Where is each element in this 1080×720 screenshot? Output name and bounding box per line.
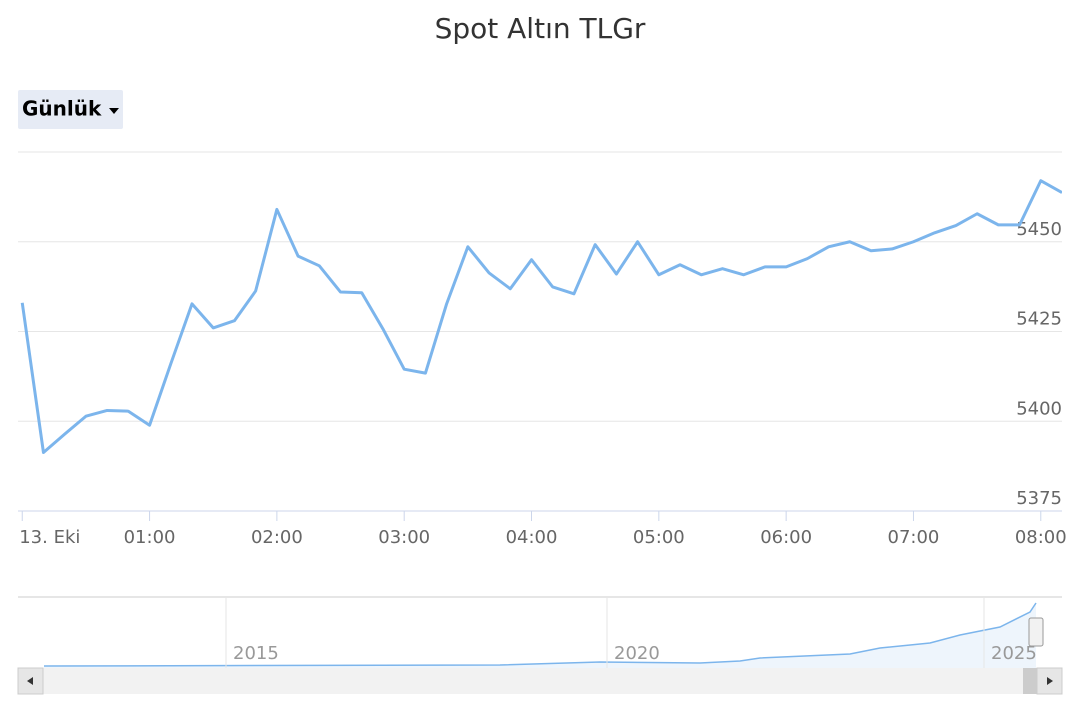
x-tick-label: 04:00 — [506, 527, 558, 548]
scroll-right-arrow — [1047, 677, 1053, 685]
dropdown-arrow[interactable] — [109, 108, 119, 114]
x-tick-label: 03:00 — [378, 527, 430, 548]
x-tick-label: 06:00 — [760, 527, 812, 548]
navigator-handle[interactable] — [1028, 617, 1044, 647]
line-series — [20, 179, 1062, 454]
dropdown-bg[interactable] — [18, 90, 123, 129]
scrollbar[interactable] — [18, 668, 1062, 694]
x-tick-label: 02:00 — [251, 527, 303, 548]
range-selector[interactable]: Günlük — [18, 90, 123, 129]
x-tick-label: 05:00 — [633, 527, 685, 548]
x-tick-label: 01:00 — [124, 527, 176, 548]
chart-title: Spot Altın TLGr — [435, 12, 646, 45]
x-tick-label: 07:00 — [888, 527, 940, 548]
x-tick-label: 08:00 — [1015, 527, 1067, 548]
navigator: 2015 2020 2025 — [17, 596, 1063, 695]
x-tick-label: 13. Eki — [19, 527, 80, 548]
navigator-line — [43, 602, 1037, 667]
navigator-label: 2020 — [614, 643, 660, 664]
navigator-label: 2025 — [991, 643, 1037, 664]
y-tick-label: 5400 — [1016, 398, 1062, 419]
dropdown-label[interactable]: Günlük — [22, 97, 102, 121]
navigator-label: 2015 — [233, 643, 279, 664]
scroll-left-arrow — [27, 677, 33, 685]
navigator-area — [44, 603, 1036, 668]
scroll-thumb[interactable] — [1023, 668, 1037, 694]
y-tick-label: 5450 — [1016, 219, 1062, 240]
y-tick-label: 5425 — [1016, 309, 1062, 330]
y-tick-label: 5375 — [1016, 488, 1062, 509]
